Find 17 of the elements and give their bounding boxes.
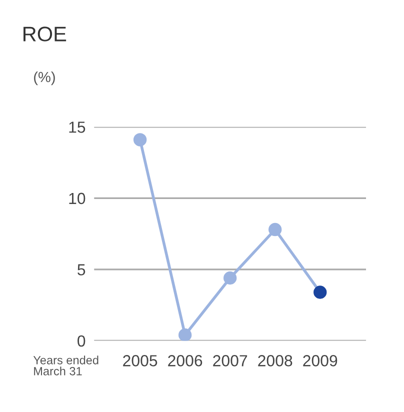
y-tick-label: 15 [69, 122, 86, 133]
text: Years ended March 31 [33, 356, 98, 376]
point [268, 222, 282, 236]
x-tick-label: 2006 [168, 355, 202, 366]
y-axis-title: (%) [34, 71, 55, 86]
y-tick-label: 5 [78, 264, 86, 276]
x-tick-label: 2005 [123, 355, 158, 366]
point [178, 328, 192, 341]
x-tick-label: 2009 [303, 355, 338, 366]
chart-title: ROE [24, 26, 66, 42]
point [133, 133, 147, 146]
y-tick-label: 10 [69, 192, 86, 204]
point [314, 286, 327, 299]
point [223, 271, 237, 285]
y-tick-label: 0 [78, 335, 86, 347]
x-tick-label: 2007 [213, 355, 248, 366]
x-tick-label: 2008 [258, 355, 292, 366]
